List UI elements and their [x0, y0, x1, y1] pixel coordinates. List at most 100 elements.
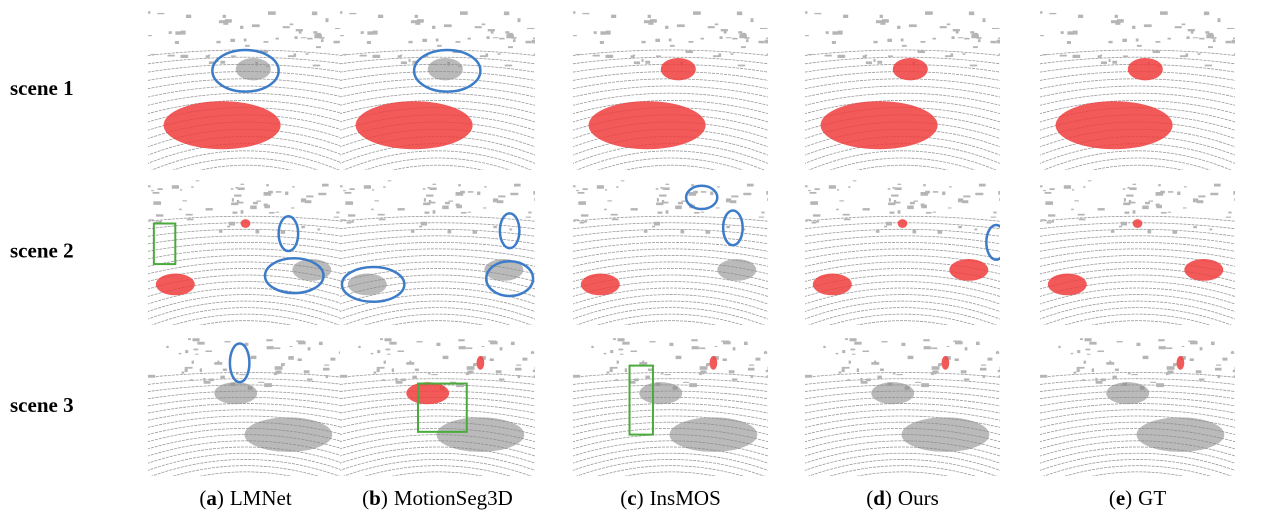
- scatter-point: [285, 192, 288, 195]
- scatter-point: [153, 192, 160, 194]
- scatter-point: [1222, 358, 1227, 361]
- scatter-point: [219, 230, 223, 233]
- scatter-point: [296, 341, 304, 343]
- scatter-point: [185, 350, 188, 353]
- scatter-point: [680, 230, 684, 234]
- scatter-point: [886, 222, 892, 226]
- scatter-point: [726, 226, 730, 228]
- caption-name: InsMOS: [650, 486, 721, 510]
- scatter-point: [970, 65, 977, 67]
- scatter-point: [604, 209, 607, 211]
- scatter-point: [264, 205, 270, 209]
- scatter-point: [468, 212, 471, 213]
- bracket: (: [620, 486, 627, 510]
- scatter-point: [373, 31, 378, 35]
- scatter-point: [1092, 368, 1094, 372]
- scatter-point: [913, 201, 918, 202]
- scatter-point: [231, 188, 234, 189]
- scatter-point: [1211, 342, 1215, 345]
- object: [670, 417, 758, 452]
- scatter-point: [1167, 38, 1170, 40]
- scatter-point: [240, 26, 243, 29]
- scatter-point: [151, 190, 154, 191]
- scatter-point: [493, 198, 498, 202]
- scatter-point: [1045, 192, 1052, 194]
- scatter-point: [719, 53, 722, 56]
- scatter-point: [1123, 55, 1128, 57]
- scatter-point: [912, 230, 916, 234]
- scatter-point: [1109, 59, 1111, 62]
- scatter-point: [1097, 351, 1103, 353]
- scatter-point: [1067, 31, 1073, 34]
- scatter-point: [336, 212, 339, 214]
- scatter-point: [1115, 369, 1119, 371]
- scatter-point: [866, 378, 871, 381]
- scatter-point: [514, 184, 517, 186]
- scatter-point: [852, 354, 856, 355]
- scatter-point: [766, 38, 773, 40]
- scatter-point: [411, 230, 415, 233]
- scatter-point: [1040, 185, 1043, 187]
- scatter-point: [1148, 201, 1153, 202]
- scatter-point: [378, 15, 383, 18]
- scatter-point: [423, 188, 426, 189]
- scatter-point: [732, 38, 737, 40]
- scatter-point: [1101, 378, 1106, 381]
- scatter-point: [664, 374, 670, 375]
- scatter-point: [274, 347, 280, 349]
- scatter-point: [299, 31, 302, 34]
- scatter-point: [456, 192, 464, 196]
- scatter-point: [881, 341, 887, 342]
- scatter-point: [1166, 347, 1172, 349]
- scatter-point: [219, 20, 226, 23]
- scatter-point: [373, 55, 381, 58]
- scatter-point: [504, 12, 509, 16]
- scatter-point: [895, 187, 902, 190]
- scatter-point: [686, 51, 693, 53]
- scatter-point: [275, 366, 283, 370]
- scatter-point: [206, 208, 213, 210]
- scatter-point: [430, 187, 437, 190]
- scatter-point: [447, 230, 451, 234]
- scatter-point: [1101, 61, 1107, 64]
- scatter-point: [196, 180, 200, 181]
- scatter-point: [1215, 368, 1222, 371]
- scatter-point: [716, 207, 720, 208]
- scatter-point: [276, 191, 281, 193]
- scatter-point: [511, 37, 516, 39]
- scatter-point: [767, 53, 772, 55]
- scatter-point: [384, 361, 386, 364]
- scatter-point: [475, 26, 482, 28]
- scatter-point: [1199, 38, 1204, 40]
- scatter-point: [1121, 222, 1127, 226]
- scatter-point: [387, 354, 391, 355]
- scatter-point: [1168, 191, 1173, 193]
- scatter-point: [689, 383, 697, 387]
- scatter-point: [380, 338, 383, 340]
- scatter-point: [180, 189, 182, 190]
- scatter-point: [1043, 190, 1046, 191]
- scatter-point: [618, 349, 623, 351]
- scatter-point: [192, 361, 194, 364]
- scatter-point: [991, 217, 996, 218]
- scatter-point: [812, 221, 817, 223]
- scatter-point: [377, 350, 380, 353]
- scatter-point: [333, 41, 339, 44]
- scatter-point: [426, 195, 433, 197]
- scatter-point: [526, 217, 531, 218]
- scatter-point: [307, 38, 312, 40]
- scatter-point: [848, 186, 850, 188]
- scatter-point: [938, 230, 943, 234]
- scatter-point: [461, 212, 467, 214]
- scatter-point: [153, 201, 161, 205]
- scatter-point: [1040, 35, 1044, 36]
- scatter-point: [940, 26, 947, 28]
- scatter-point: [288, 356, 294, 360]
- scatter-point: [499, 38, 504, 40]
- scatter-point: [1188, 341, 1196, 343]
- scatter-point: [292, 186, 295, 187]
- scatter-point: [951, 53, 954, 56]
- scatter-point: [611, 214, 618, 216]
- scatter-point: [1167, 366, 1175, 370]
- scatter-point: [515, 368, 522, 371]
